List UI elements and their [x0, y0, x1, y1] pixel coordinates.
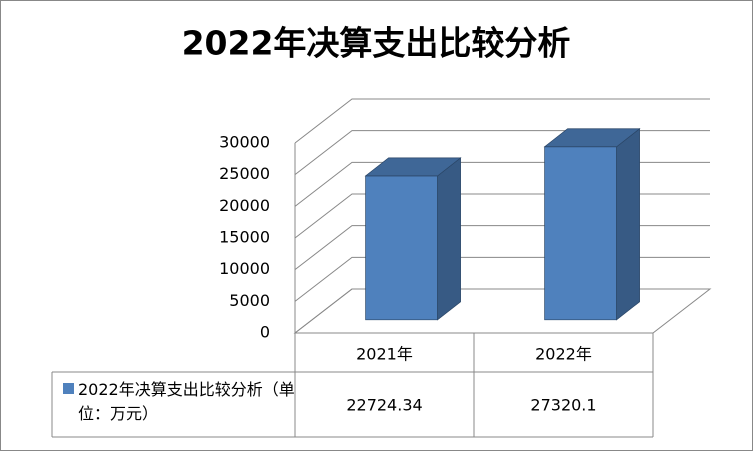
legend-label: 2022年决算支出比较分析（单位：万元） — [78, 380, 295, 423]
y-tick-label: 0 — [260, 323, 270, 342]
y-tick-label: 30000 — [219, 133, 270, 152]
bar-side — [437, 157, 461, 321]
y-tick-label: 25000 — [219, 164, 270, 183]
table-value: 22724.34 — [346, 396, 422, 415]
y-tick-label: 15000 — [219, 228, 270, 247]
y-tick-label: 5000 — [229, 291, 270, 310]
bar-front — [544, 146, 617, 321]
bar-front — [365, 175, 438, 321]
bar-top — [543, 128, 641, 148]
grid-line — [294, 98, 710, 144]
x-tick-label: 2021年 — [356, 345, 413, 364]
bar-side — [616, 128, 640, 321]
y-tick-label: 20000 — [219, 196, 270, 215]
bar — [364, 157, 462, 321]
chart-title: 2022年决算支出比较分析 — [182, 24, 571, 63]
table-value: 27320.1 — [530, 396, 596, 415]
legend-key — [63, 383, 74, 394]
y-tick-label: 10000 — [219, 259, 270, 278]
x-tick-label: 2022年 — [535, 345, 592, 364]
bar — [543, 128, 641, 321]
bar-top — [364, 157, 462, 177]
